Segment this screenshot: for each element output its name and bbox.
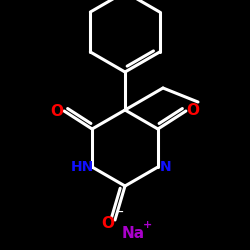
Text: +: + bbox=[144, 220, 152, 230]
Text: O: O bbox=[102, 216, 114, 230]
Text: HN: HN bbox=[70, 160, 94, 174]
Text: O: O bbox=[186, 104, 200, 118]
Text: Na: Na bbox=[122, 226, 144, 242]
Text: N: N bbox=[160, 160, 172, 174]
Text: O: O bbox=[50, 104, 64, 118]
Text: −: − bbox=[115, 207, 125, 217]
